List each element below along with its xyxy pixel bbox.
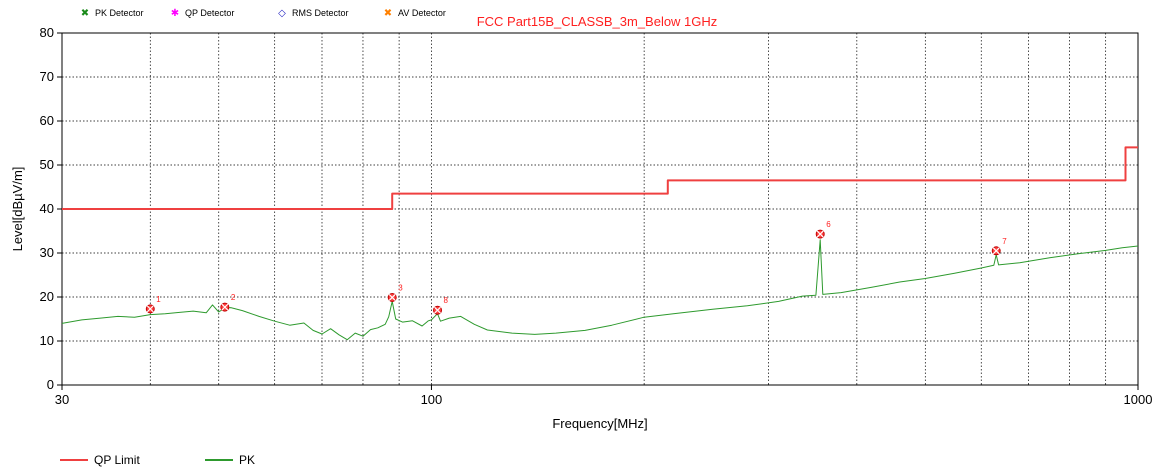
chart-title: FCC Part15B_CLASSB_3m_Below 1GHz — [477, 14, 718, 29]
x-tick-label: 100 — [421, 392, 443, 407]
x-axis-title: Frequency[MHz] — [552, 416, 647, 431]
peak-marker-label: 8 — [444, 296, 449, 305]
detector-legend-label: QP Detector — [185, 8, 234, 18]
peak-marker-cross — [388, 294, 396, 301]
y-tick-label: 30 — [40, 245, 54, 260]
detector-symbol-icon: ✱ — [171, 8, 179, 19]
peak-markers: 1 2 3 8 6 7 — [145, 220, 1007, 315]
peak-marker-label: 7 — [1002, 237, 1007, 246]
detector-symbol-icon: ◇ — [278, 8, 286, 19]
qp-limit-line — [62, 146, 1138, 210]
detector-legend-label: RMS Detector — [292, 8, 349, 18]
x-tick-label: 1000 — [1124, 392, 1153, 407]
peak-marker-label: 1 — [156, 295, 161, 304]
detector-legend: ✖ PK Detector ✱ QP Detector ◇ RMS Detector ✖ AV… — [81, 8, 446, 19]
y-axis-title: Level[dBµV/m] — [10, 167, 25, 252]
legend-label: QP Limit — [94, 453, 140, 467]
peak-marker-label: 3 — [398, 283, 403, 292]
y-tick-label: 50 — [40, 157, 54, 172]
axis-ticks: 0 10 20 30 40 50 60 70 80 30 100 1000 — [40, 25, 1153, 407]
y-tick-label: 70 — [40, 69, 54, 84]
y-tick-label: 80 — [40, 25, 54, 40]
peak-marker-cross — [434, 306, 441, 314]
y-tick-label: 40 — [40, 201, 54, 216]
detector-symbol-icon: ✖ — [81, 8, 89, 19]
peak-marker-label: 2 — [231, 293, 236, 302]
y-tick-label: 10 — [40, 333, 54, 348]
detector-legend-label: AV Detector — [398, 8, 446, 18]
detector-legend-label: PK Detector — [95, 8, 144, 18]
x-tick-label: 30 — [55, 392, 69, 407]
peak-marker-cross — [146, 305, 154, 313]
y-tick-label: 0 — [47, 377, 54, 392]
peak-marker-cross — [221, 303, 229, 311]
legend-label: PK — [239, 453, 255, 467]
y-tick-label: 20 — [40, 289, 54, 304]
peak-marker-label: 6 — [826, 220, 831, 229]
peak-marker-cross — [816, 230, 824, 238]
series-legend: QP Limit PK — [60, 453, 255, 467]
detector-symbol-icon: ✖ — [384, 8, 392, 19]
peak-marker-cross — [992, 247, 1000, 255]
y-tick-label: 60 — [40, 113, 54, 128]
